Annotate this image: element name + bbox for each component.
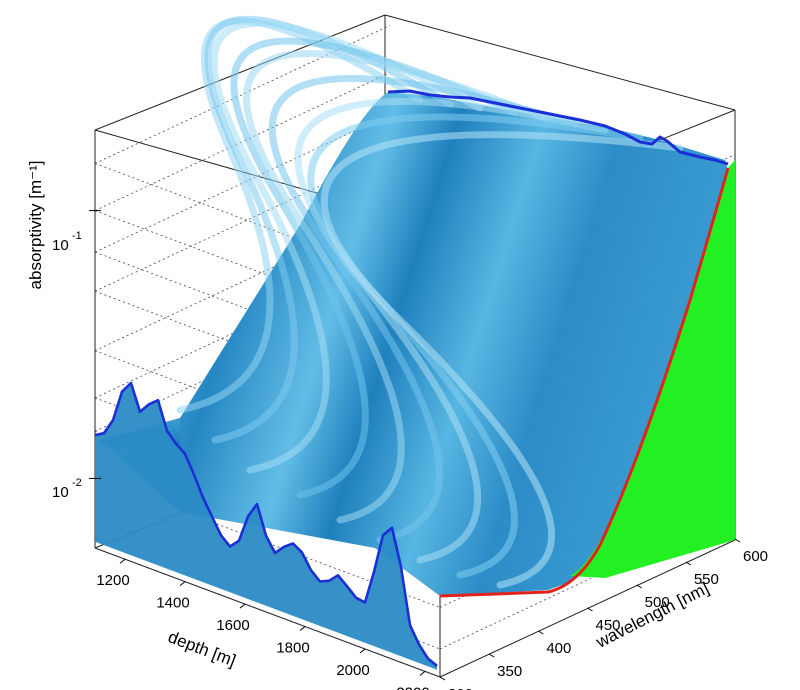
depth-tick-mark <box>119 558 126 564</box>
absorptivity-surface <box>100 15 735 598</box>
depth-tick-mark <box>239 603 246 609</box>
surface-streak <box>230 37 519 499</box>
wavelength-tick-label: 400 <box>546 640 571 657</box>
wavelength-tick-label: 300 <box>448 686 473 690</box>
surface-streak <box>176 17 424 414</box>
depth-tick-mark <box>419 671 426 676</box>
depth-tick-label: 1800 <box>276 640 309 657</box>
depth-tick-label: 1200 <box>96 572 129 589</box>
z-tick-2: 10 -2 <box>52 477 82 501</box>
depth-tick-label: 1400 <box>156 595 189 612</box>
depth-tick-label: 2000 <box>336 662 369 679</box>
front-profile-fill <box>95 383 437 670</box>
wavelength-tick-mark <box>587 607 593 612</box>
wavelength-tick-label: 500 <box>645 594 670 611</box>
y-axis-title: wavelength [nm] <box>592 579 712 653</box>
back-edge-line <box>387 89 729 166</box>
front-profile <box>94 381 438 670</box>
wavelength-tick-mark <box>685 561 692 566</box>
surface-streak <box>268 75 579 544</box>
depth-tick-mark <box>299 626 306 631</box>
surface-side-green <box>570 160 735 578</box>
wavelength-tick-label: 350 <box>497 663 522 680</box>
wavelength-tick-mark <box>636 584 642 589</box>
wavelength-axis-ticks: 300 350 400 450 500 550 600 <box>439 538 768 690</box>
surface-streak <box>210 19 484 474</box>
wavelength-tick-label: 550 <box>694 571 719 588</box>
z-axis-title: absorptivity [m⁻¹] <box>26 161 45 290</box>
front-profile-line <box>94 381 438 667</box>
wavelength-tick-mark <box>538 630 544 635</box>
wavelength-tick-label: 450 <box>596 617 621 634</box>
wavelength-tick-mark <box>734 538 741 543</box>
surface-streaks <box>176 15 684 589</box>
depth-tick-mark <box>179 581 186 587</box>
depth-tick-mark <box>359 648 366 654</box>
z-tick-exponent: -1 <box>72 230 82 242</box>
red-edge-line <box>439 167 730 598</box>
z-tick-base: 10 <box>52 237 69 254</box>
depth-tick-label: 2200 <box>396 684 429 690</box>
depth-axis-ticks: 1200 1400 1600 1800 2000 2200 <box>96 558 430 690</box>
depth-tick-label: 1600 <box>216 617 249 634</box>
wavelength-tick-mark <box>488 653 495 658</box>
surface-streak <box>320 131 684 589</box>
z-tick-exponent: -2 <box>72 477 82 489</box>
z-tick-base: 10 <box>52 484 69 501</box>
wavelength-tick-mark <box>439 676 446 681</box>
surface-streak <box>243 50 549 524</box>
gridline <box>94 72 391 211</box>
z-tick-1: 10 -1 <box>52 230 82 254</box>
wavelength-tick-label: 600 <box>743 548 768 565</box>
